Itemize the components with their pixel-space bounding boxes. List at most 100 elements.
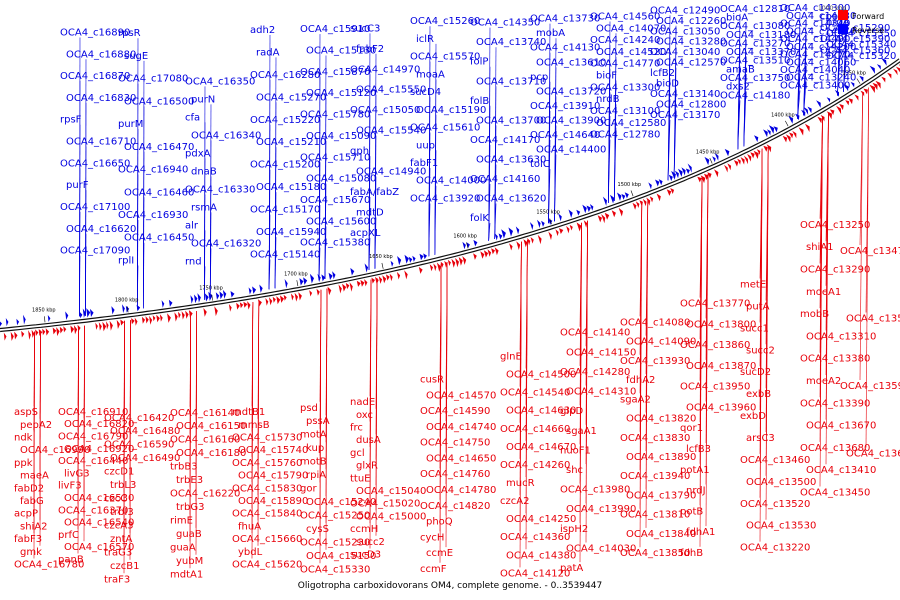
forward-gene-arrow	[817, 116, 822, 124]
forward-gene-arrow	[70, 325, 75, 334]
forward-gene-arrow	[131, 318, 135, 325]
reverse-gene-label: OCA4_c13740	[476, 37, 546, 48]
reverse-gene-arrow	[79, 311, 83, 319]
reverse-gene-label: OCA4_c14970	[350, 64, 420, 75]
forward-gene-label: nadE	[350, 397, 375, 408]
forward-gene-arrow	[378, 276, 383, 284]
forward-gene-label: succ1	[740, 323, 769, 334]
forward-gene-label: qor1	[680, 423, 703, 434]
forward-gene-label: potB	[680, 506, 703, 517]
reverse-gene-label: fabF2	[356, 44, 384, 55]
forward-gene-label: OCA4_c16370	[58, 505, 128, 516]
forward-gene-arrow	[750, 152, 755, 159]
forward-gene-label: gor	[300, 484, 317, 495]
forward-gene-label: moeA2	[806, 376, 841, 387]
forward-gene-label: zntA	[110, 534, 133, 545]
reverse-gene-label: OCA4_c13910	[530, 101, 600, 112]
reverse-gene-arrow	[843, 84, 849, 92]
forward-gene-arrow	[228, 304, 232, 312]
forward-gene-label: OCA4_c16920	[64, 444, 134, 455]
forward-gene-arrow	[747, 153, 752, 162]
forward-gene-label: mobB	[800, 309, 829, 320]
reverse-gene-label: purF	[66, 180, 89, 191]
reverse-gene-label: OCA4_c13140	[650, 89, 720, 100]
forward-gene-arrow	[473, 253, 477, 260]
reverse-gene-label: OCA4_c16450	[124, 233, 194, 244]
forward-gene-arrow	[455, 257, 459, 268]
reverse-connector	[434, 185, 437, 255]
reverse-gene-label: tolC	[530, 159, 550, 170]
forward-gene-label: OCA4_c16490	[110, 453, 180, 464]
reverse-gene-label: OCA4_c14200	[786, 42, 856, 53]
forward-gene-label: dusA	[356, 435, 381, 446]
forward-gene-arrow	[604, 212, 610, 220]
reverse-gene-label: OCA4_c12800	[656, 100, 726, 111]
forward-gene-label: prfC	[58, 530, 79, 541]
forward-gene-label: OCA4_c16570	[64, 542, 134, 553]
reverse-gene-label: OCA4_c12780	[590, 130, 660, 141]
reverse-connector	[368, 237, 371, 270]
forward-gene-label: OCA4_c15890	[238, 496, 308, 507]
forward-gene-arrow	[737, 158, 741, 165]
forward-gene-arrow	[789, 132, 794, 139]
reverse-gene-label: OCA4_c15390	[820, 34, 890, 45]
forward-gene-label: frc	[350, 423, 363, 434]
reverse-gene-label: OCA4_c16710	[66, 137, 136, 148]
scale-label: 1000 kbp	[818, 5, 846, 12]
reverse-gene-label: OCA4_c15870	[300, 67, 370, 78]
forward-gene-arrow	[697, 176, 702, 183]
forward-gene-arrow	[63, 326, 67, 333]
forward-gene-label: OCA4_c15150	[306, 551, 376, 562]
forward-gene-arrow	[601, 214, 606, 224]
reverse-gene-arrow	[558, 213, 562, 222]
reverse-gene-label: OCA4_c13510	[720, 56, 790, 67]
reverse-gene-label: fabA/fabZ	[350, 187, 399, 198]
reverse-gene-arrow	[876, 64, 881, 70]
reverse-gene-arrow	[321, 274, 326, 282]
reverse-gene-arrow	[586, 205, 591, 212]
forward-gene-arrow	[785, 134, 791, 143]
reverse-gene-arrow	[136, 304, 141, 312]
reverse-gene-label: OCA4_c14470	[786, 26, 856, 37]
forward-gene-label: sucD2	[740, 367, 771, 378]
reverse-connector	[608, 139, 611, 204]
reverse-gene-arrow	[714, 152, 719, 161]
forward-gene-label: OCA4_c13520	[740, 499, 810, 510]
reverse-gene-label: OCA4_c15290	[820, 23, 890, 34]
forward-gene-arrow	[102, 321, 107, 332]
forward-gene-label: OCA4_c16160	[170, 435, 240, 446]
reverse-gene-arrow	[624, 192, 629, 199]
forward-gene-label: OCA4_c15000	[356, 511, 426, 522]
forward-gene-label: shiA1	[806, 242, 834, 253]
forward-gene-arrow	[178, 311, 181, 319]
reverse-gene-label: pcp	[530, 72, 548, 83]
forward-gene-arrow	[569, 224, 573, 231]
reverse-gene-arrow	[86, 308, 91, 318]
reverse-gene-label: purN	[191, 94, 215, 105]
forward-gene-label: OCA4_c16140	[170, 408, 240, 419]
forward-gene-arrow	[523, 239, 528, 248]
forward-gene-arrow	[509, 243, 513, 251]
forward-gene-arrow	[646, 197, 651, 206]
forward-gene-label: glnE	[500, 352, 522, 363]
forward-gene-label: ispH2	[560, 524, 588, 535]
reverse-gene-label: rsmA	[191, 202, 217, 213]
forward-connector	[195, 310, 197, 555]
reverse-connector	[324, 226, 327, 279]
forward-gene-label: OCA4_c16420	[104, 413, 174, 424]
reverse-gene-label: folB	[470, 96, 489, 107]
reverse-connector	[85, 233, 87, 316]
forward-gene-arrow	[152, 315, 156, 322]
reverse-gene-arrow	[529, 222, 534, 231]
forward-gene-arrow	[141, 316, 146, 324]
reverse-gene-label: OCA4_c14330	[786, 11, 856, 22]
reverse-gene-label: OCA4_c14300	[780, 3, 850, 14]
reverse-gene-label: OCA4_c15570	[410, 52, 480, 63]
reverse-gene-label: OCA4_c16350	[185, 76, 255, 87]
forward-gene-arrow	[3, 332, 7, 341]
forward-gene-arrow	[342, 283, 347, 292]
reverse-gene-arrow	[834, 89, 839, 97]
kbp-tick	[211, 294, 213, 301]
forward-connector	[39, 330, 41, 546]
